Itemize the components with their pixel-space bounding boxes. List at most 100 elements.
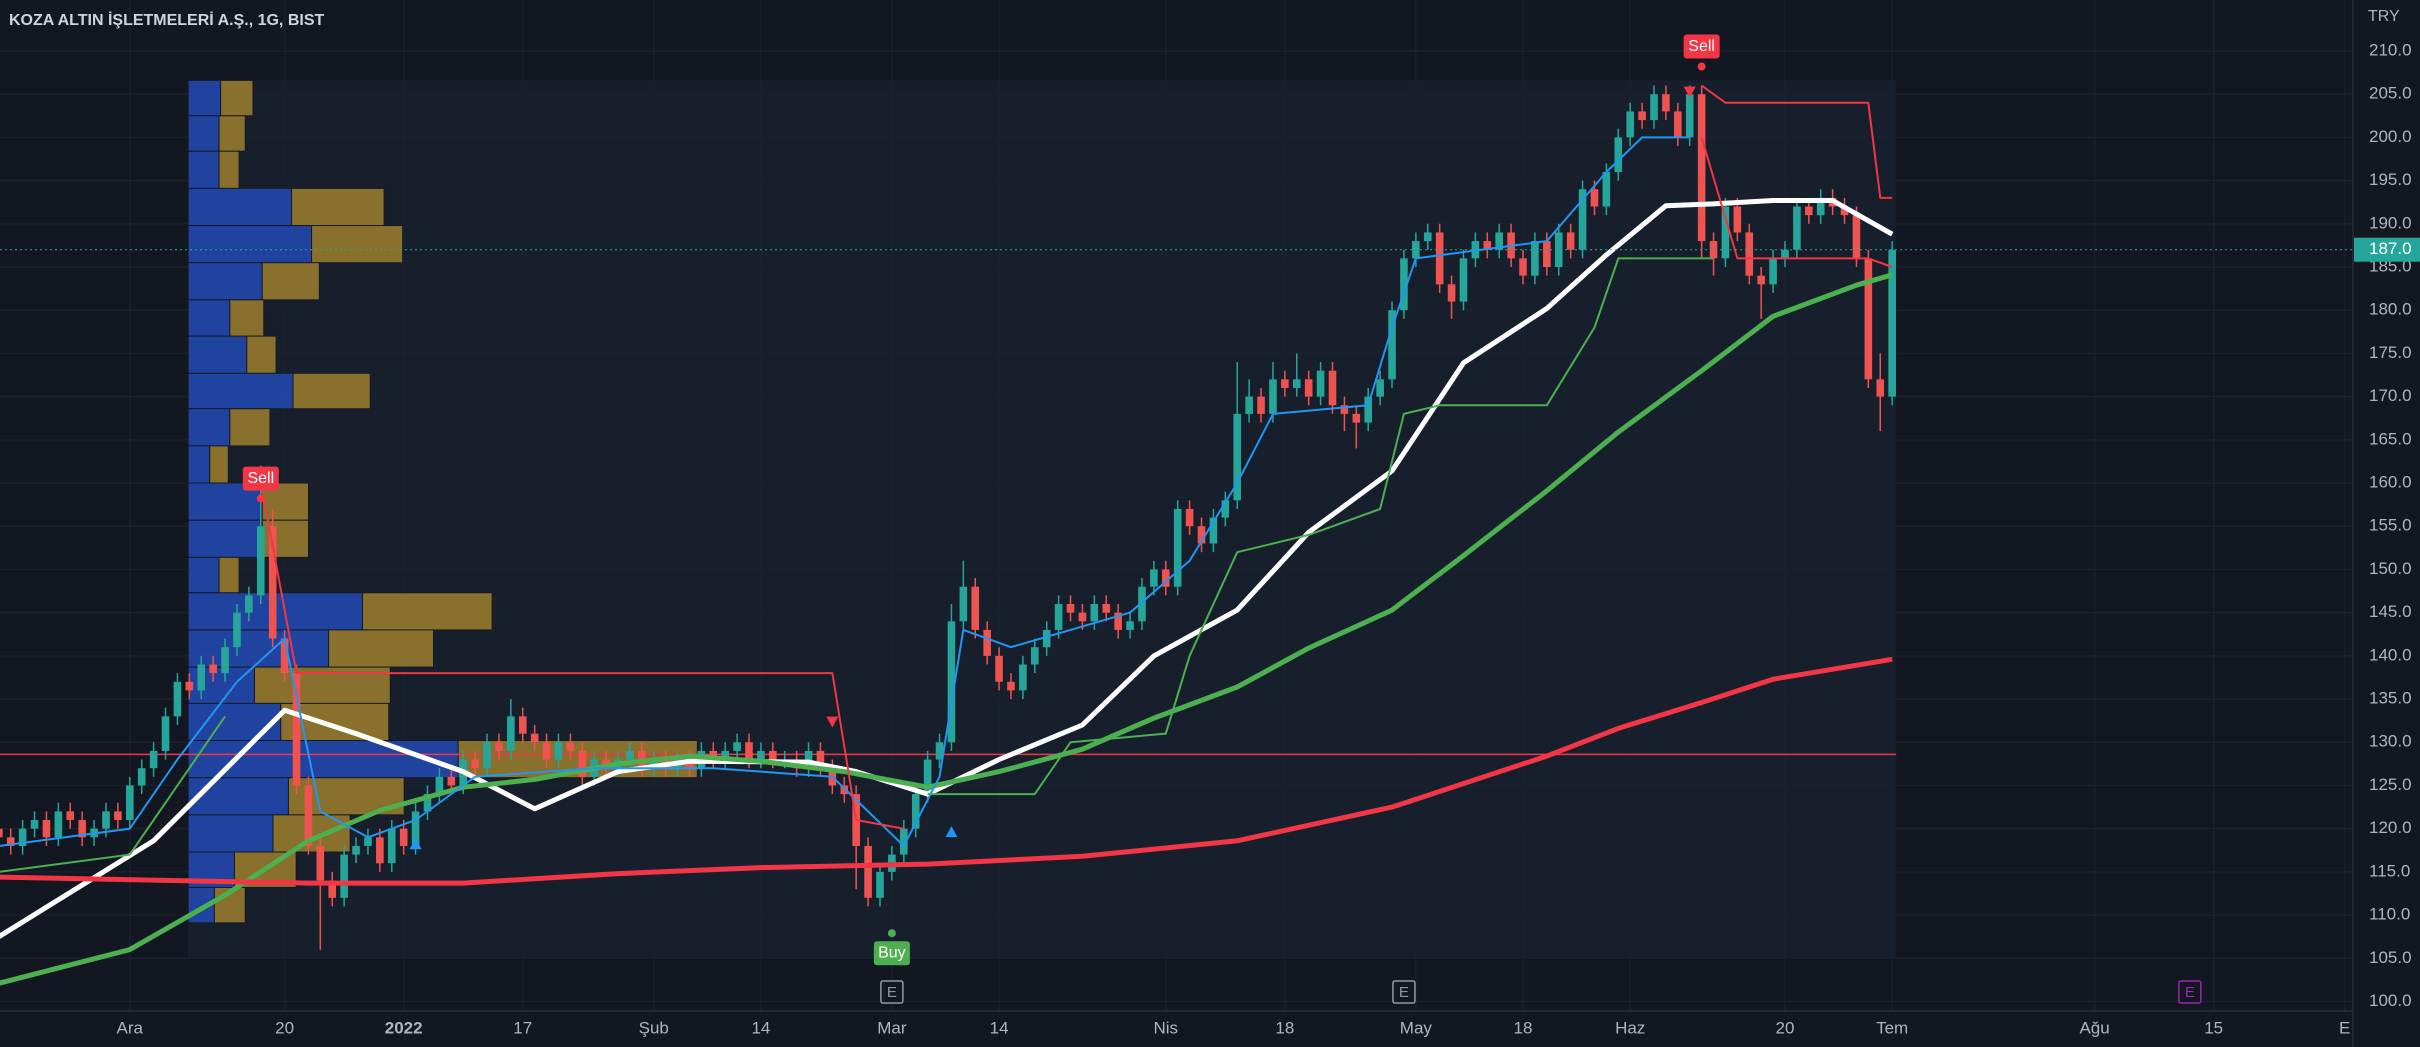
candle-body <box>1400 258 1408 311</box>
candle-body <box>328 880 337 898</box>
profile-sell <box>218 150 240 189</box>
candle-body <box>1019 664 1027 691</box>
candle-body <box>1781 249 1789 259</box>
profile-sell <box>229 408 271 447</box>
profile-buy <box>187 519 263 558</box>
candle-body <box>1495 232 1504 250</box>
candle-body <box>1197 526 1206 544</box>
candle-body <box>1138 586 1146 622</box>
profile-buy <box>187 629 330 668</box>
candle-body <box>245 595 253 613</box>
candle-body <box>1709 241 1718 259</box>
candle-body <box>1066 604 1075 613</box>
candle-body <box>233 612 241 648</box>
event-label: E <box>2185 984 2195 1001</box>
candle-body <box>268 526 277 639</box>
profile-buy <box>187 740 459 779</box>
candle-body <box>1364 396 1373 423</box>
y-tick-label: 150.0 <box>2369 559 2412 578</box>
signal-dot <box>1697 62 1706 71</box>
candle-body <box>1221 500 1230 518</box>
candle-body <box>54 811 63 838</box>
candle-body <box>1233 413 1242 501</box>
profile-sell <box>311 225 404 264</box>
signal-dot <box>887 929 896 938</box>
profile-sell <box>362 592 493 631</box>
x-tick-label: 17 <box>513 1018 532 1037</box>
candle-body <box>554 742 563 760</box>
x-tick-label: 14 <box>751 1018 770 1037</box>
profile-area <box>188 80 1897 957</box>
candle-body <box>1340 405 1349 414</box>
candle-body <box>114 811 122 821</box>
signal-triangle <box>945 826 958 838</box>
last-price-label: 187.0 <box>2369 239 2412 258</box>
profile-buy <box>187 556 220 594</box>
candle-body <box>542 742 551 760</box>
candle-body <box>1650 94 1658 121</box>
y-tick-label: 100.0 <box>2369 991 2412 1010</box>
candle-body <box>137 768 146 786</box>
candle-body <box>1102 604 1111 613</box>
candle-body <box>804 750 813 769</box>
last-price-box <box>2354 237 2420 262</box>
profile-buy <box>187 372 294 410</box>
candle-body <box>1185 508 1194 527</box>
candle-body <box>1090 604 1099 622</box>
signal-label: Sell <box>1688 38 1715 55</box>
profile-sell <box>220 79 254 117</box>
candle-body <box>1816 197 1825 216</box>
profile-buy <box>187 225 313 264</box>
candle-body <box>1150 569 1158 587</box>
event-label: E <box>887 984 897 1001</box>
candle-body <box>209 664 217 674</box>
x-tick-label: Şub <box>639 1018 669 1037</box>
y-tick-label: 120.0 <box>2369 818 2412 837</box>
candle-body <box>161 716 170 751</box>
event-marker <box>880 980 904 1004</box>
candle-body <box>376 837 384 864</box>
candle-body <box>530 733 539 743</box>
candle-body <box>649 759 658 769</box>
candle-body <box>1292 379 1301 388</box>
y-tick-label: 205.0 <box>2369 84 2412 103</box>
candle-body <box>1161 569 1170 587</box>
candle-body <box>935 742 944 760</box>
candle-body <box>1554 232 1563 268</box>
candle-body <box>1721 206 1730 259</box>
y-tick-label: 180.0 <box>2369 300 2412 319</box>
candle-body <box>6 837 15 846</box>
candle-body <box>66 811 75 821</box>
signal-dot <box>256 494 265 503</box>
y-tick-label: 140.0 <box>2369 645 2412 664</box>
profile-buy <box>187 299 231 337</box>
y-tick-label: 115.0 <box>2369 861 2410 880</box>
profile-sell <box>292 372 371 410</box>
profile-sell <box>328 629 434 668</box>
candle-body <box>769 750 777 760</box>
profile-sell <box>261 262 320 301</box>
candle-body <box>626 750 634 760</box>
candle-body <box>1078 612 1087 622</box>
candle-body <box>495 742 503 751</box>
candle-body <box>1435 232 1444 285</box>
candle-body <box>840 785 849 795</box>
candle-body <box>411 811 420 846</box>
candle-body <box>280 638 289 674</box>
candle-body <box>1602 171 1611 207</box>
candle-body <box>1281 379 1289 388</box>
event-marker <box>2178 980 2202 1004</box>
x-tick-label: 18 <box>1514 1018 1533 1037</box>
x-tick-label: 2022 <box>385 1018 423 1037</box>
profile-buy <box>187 262 263 301</box>
profile-buy <box>187 814 274 853</box>
candle-body <box>1745 232 1754 276</box>
y-tick-label: 175.0 <box>2369 343 2412 362</box>
candle-body <box>1328 370 1337 406</box>
candle-body <box>1173 508 1182 587</box>
candle-body <box>816 750 825 769</box>
candle-body <box>197 664 206 691</box>
candle-body <box>1030 647 1039 665</box>
candle-body <box>1685 94 1694 138</box>
